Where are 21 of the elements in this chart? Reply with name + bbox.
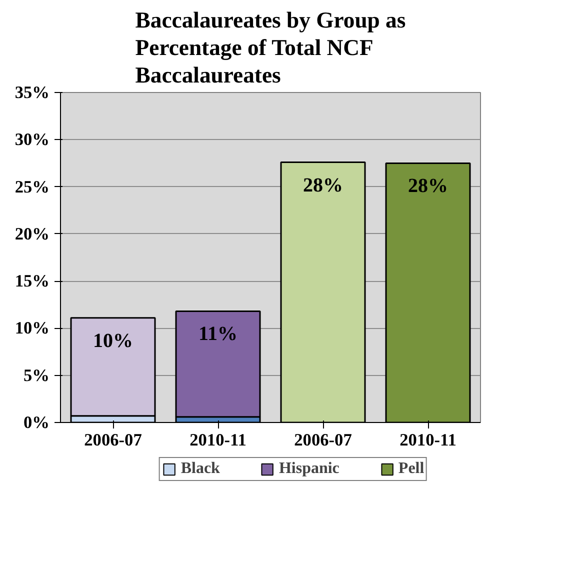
y-tick-label: 25% <box>14 177 50 196</box>
y-tick-label: 15% <box>14 272 50 291</box>
legend-label: Hispanic <box>278 460 340 478</box>
data-label: 11% <box>198 323 238 346</box>
y-tick-label: 10% <box>14 318 50 338</box>
y-tick-label: 0% <box>24 413 50 432</box>
chart-title: Baccalaureates by Group as Percentage of Total NCF Baccalaureates <box>135 8 406 88</box>
y-tick-label: 5% <box>24 366 50 385</box>
data-label: 10% <box>93 330 133 352</box>
legend-label: Black <box>180 460 220 478</box>
bar <box>175 310 261 418</box>
data-label: 28% <box>303 174 343 196</box>
legend-label: Pell <box>398 460 424 478</box>
x-tick-label: 2010-11 <box>400 430 456 450</box>
data-label: 28% <box>408 175 448 198</box>
x-tick-label: 2006-07 <box>84 430 142 450</box>
x-tick-label: 2006-07 <box>294 430 352 450</box>
x-tick-label: 2010-11 <box>190 430 246 450</box>
y-tick-label: 20% <box>14 224 50 244</box>
y-tick-label: 30% <box>14 130 50 150</box>
y-tick-label: 35% <box>14 83 50 102</box>
